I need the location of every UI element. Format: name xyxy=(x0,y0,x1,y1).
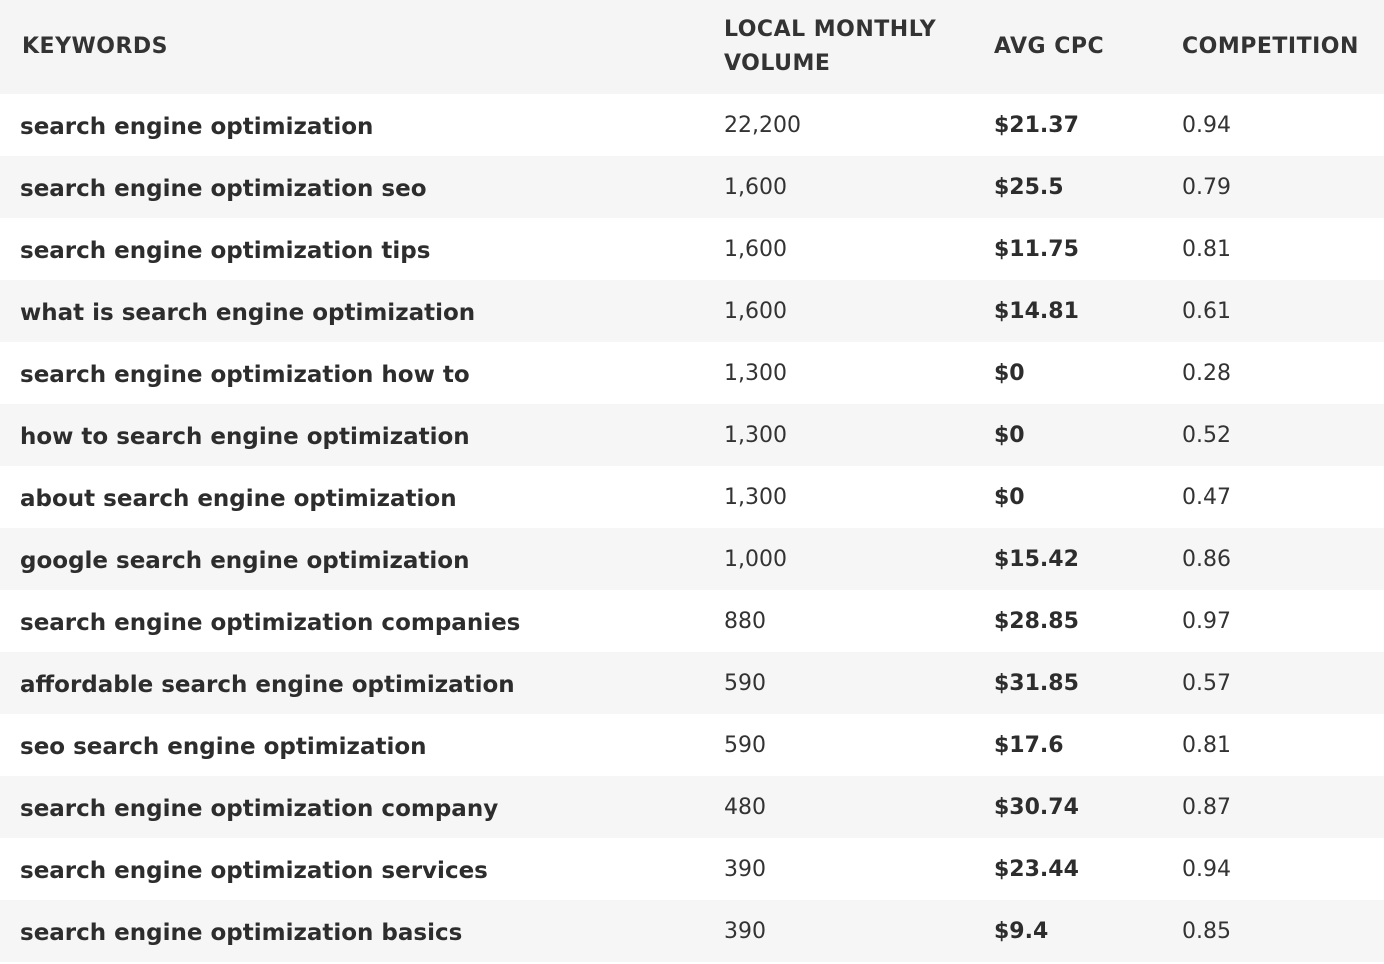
competition-cell: 0.52 xyxy=(1182,422,1231,448)
cpc-cell: $31.85 xyxy=(994,670,1079,696)
volume-cell: 480 xyxy=(724,794,766,820)
competition-cell: 0.86 xyxy=(1182,546,1231,572)
table-row: what is search engine optimization 1,600… xyxy=(0,280,1384,342)
keyword-cell: how to search engine optimization xyxy=(20,424,470,450)
table-header: KEYWORDS LOCAL MONTHLY VOLUME AVG CPC CO… xyxy=(0,0,1384,94)
keyword-cell: search engine optimization tips xyxy=(20,238,431,264)
competition-cell: 0.57 xyxy=(1182,670,1231,696)
volume-cell: 1,300 xyxy=(724,422,787,448)
keyword-cell: search engine optimization basics xyxy=(20,920,463,946)
keyword-cell: google search engine optimization xyxy=(20,548,470,574)
table-row: search engine optimization basics 390 $9… xyxy=(0,900,1384,962)
cpc-cell: $0 xyxy=(994,484,1025,510)
cpc-cell: $28.85 xyxy=(994,608,1079,634)
competition-cell: 0.81 xyxy=(1182,732,1231,758)
table-row: google search engine optimization 1,000 … xyxy=(0,528,1384,590)
header-competition[interactable]: COMPETITION xyxy=(1182,34,1359,59)
cpc-cell: $30.74 xyxy=(994,794,1079,820)
header-local-monthly-volume[interactable]: LOCAL MONTHLY VOLUME xyxy=(724,17,937,76)
keyword-cell: seo search engine optimization xyxy=(20,734,427,760)
cpc-cell: $21.37 xyxy=(994,112,1079,138)
competition-cell: 0.61 xyxy=(1182,298,1231,324)
keyword-cell: search engine optimization company xyxy=(20,796,499,822)
table-row: search engine optimization company 480 $… xyxy=(0,776,1384,838)
cpc-cell: $25.5 xyxy=(994,174,1064,200)
volume-cell: 390 xyxy=(724,856,766,882)
volume-cell: 880 xyxy=(724,608,766,634)
cpc-cell: $23.44 xyxy=(994,856,1079,882)
keyword-cell: search engine optimization how to xyxy=(20,362,470,388)
volume-cell: 1,600 xyxy=(724,236,787,262)
cpc-cell: $17.6 xyxy=(994,732,1064,758)
volume-cell: 22,200 xyxy=(724,112,801,138)
header-keywords[interactable]: KEYWORDS xyxy=(22,34,169,59)
table-row: search engine optimization how to 1,300 … xyxy=(0,342,1384,404)
volume-cell: 1,600 xyxy=(724,298,787,324)
volume-cell: 1,000 xyxy=(724,546,787,572)
table-row: search engine optimization 22,200 $21.37… xyxy=(0,94,1384,156)
keyword-cell: what is search engine optimization xyxy=(20,300,476,326)
table-row: search engine optimization companies 880… xyxy=(0,590,1384,652)
header-avg-cpc[interactable]: AVG CPC xyxy=(994,34,1105,59)
competition-cell: 0.87 xyxy=(1182,794,1231,820)
cpc-cell: $9.4 xyxy=(994,918,1049,944)
competition-cell: 0.97 xyxy=(1182,608,1231,634)
volume-cell: 1,600 xyxy=(724,174,787,200)
competition-cell: 0.28 xyxy=(1182,360,1231,386)
table-row: search engine optimization seo 1,600 $25… xyxy=(0,156,1384,218)
volume-cell: 1,300 xyxy=(724,360,787,386)
competition-cell: 0.81 xyxy=(1182,236,1231,262)
cpc-cell: $0 xyxy=(994,422,1025,448)
volume-cell: 590 xyxy=(724,670,766,696)
cpc-cell: $15.42 xyxy=(994,546,1079,572)
table-row: search engine optimization services 390 … xyxy=(0,838,1384,900)
competition-cell: 0.94 xyxy=(1182,856,1231,882)
volume-cell: 590 xyxy=(724,732,766,758)
keyword-cell: search engine optimization services xyxy=(20,858,488,884)
keyword-cell: affordable search engine optimization xyxy=(20,672,515,698)
table-row: how to search engine optimization 1,300 … xyxy=(0,404,1384,466)
volume-cell: 390 xyxy=(724,918,766,944)
table-row: about search engine optimization 1,300 $… xyxy=(0,466,1384,528)
cpc-cell: $14.81 xyxy=(994,298,1079,324)
table-row: search engine optimization tips 1,600 $1… xyxy=(0,218,1384,280)
competition-cell: 0.79 xyxy=(1182,174,1231,200)
competition-cell: 0.47 xyxy=(1182,484,1231,510)
table-row: seo search engine optimization 590 $17.6… xyxy=(0,714,1384,776)
table-row: affordable search engine optimization 59… xyxy=(0,652,1384,714)
cpc-cell: $0 xyxy=(994,360,1025,386)
keyword-cell: search engine optimization seo xyxy=(20,176,427,202)
competition-cell: 0.85 xyxy=(1182,918,1231,944)
volume-cell: 1,300 xyxy=(724,484,787,510)
cpc-cell: $11.75 xyxy=(994,236,1079,262)
competition-cell: 0.94 xyxy=(1182,112,1231,138)
keyword-cell: search engine optimization xyxy=(20,114,374,140)
keyword-cell: search engine optimization companies xyxy=(20,610,521,636)
keyword-cell: about search engine optimization xyxy=(20,486,457,512)
